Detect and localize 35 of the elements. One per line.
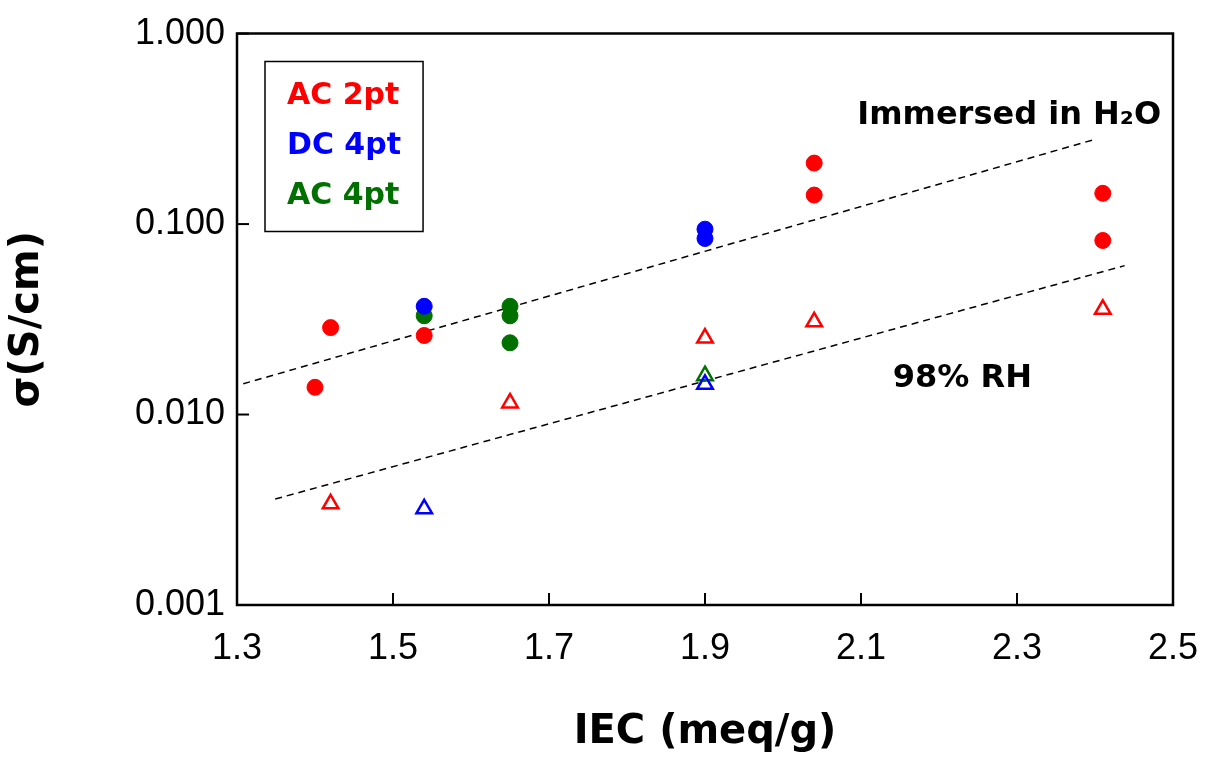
x-tick-label: 1.7 <box>523 625 575 667</box>
x-tick-label: 2.3 <box>991 625 1043 667</box>
x-tick-label: 1.9 <box>679 625 731 667</box>
x-tick-label: 2.5 <box>1147 625 1199 667</box>
annotation: Immersed in H₂O <box>857 93 1162 132</box>
point <box>1094 231 1112 249</box>
point <box>500 392 520 409</box>
point <box>415 498 434 515</box>
point <box>1093 299 1112 316</box>
point <box>805 154 823 172</box>
annotation: 98% RH <box>892 357 1032 396</box>
point <box>695 374 715 391</box>
y-tick-label: 1.000 <box>134 10 225 52</box>
x-tick-label: 1.3 <box>211 625 263 667</box>
point <box>695 365 715 382</box>
point <box>322 319 340 337</box>
point <box>321 493 340 510</box>
text: DC 4pt <box>287 126 402 162</box>
y-tick-label: 0.001 <box>134 581 225 623</box>
x-tick-label: 2.1 <box>835 625 887 667</box>
point <box>805 186 823 204</box>
text: AC 4pt <box>287 176 400 212</box>
point <box>415 327 433 344</box>
text: AC 2pt <box>287 76 400 112</box>
x-axis-title: IEC (meq/g) <box>573 706 837 753</box>
point <box>695 327 715 344</box>
point <box>306 378 324 396</box>
x-tick-label: 1.5 <box>367 625 419 667</box>
point <box>1094 184 1112 202</box>
point <box>415 297 433 315</box>
y-tick-label: 0.100 <box>134 200 225 242</box>
y-axis-title: σ(S/cm) <box>1 231 48 408</box>
point <box>501 334 519 352</box>
point <box>805 311 824 328</box>
y-tick-label: 0.010 <box>134 391 225 433</box>
